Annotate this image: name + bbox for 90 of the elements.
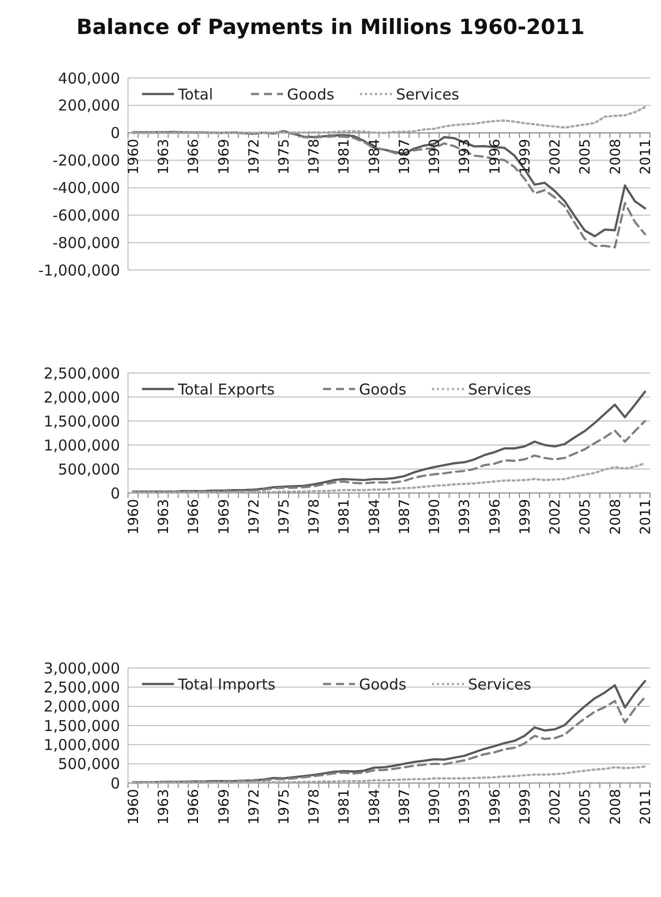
x-tick-label: 2005 [578, 138, 594, 174]
x-tick-label: 1960 [126, 789, 142, 825]
x-tick-label: 2002 [548, 499, 564, 535]
y-tick-label: 2,000,000 [44, 388, 120, 406]
x-tick-label: 1960 [126, 499, 142, 535]
x-tick-label: 1960 [126, 138, 142, 174]
y-tick-label: 500,000 [58, 460, 120, 478]
line-series [132, 106, 646, 134]
x-tick-label: 1990 [427, 138, 444, 174]
y-tick-label: 2,500,000 [44, 678, 120, 696]
chart-title: Balance of Payments in Millions 1960-2011 [76, 15, 585, 39]
x-tick-label: 2002 [548, 138, 564, 174]
legend-label: Services [468, 380, 532, 398]
x-tick-label: 1993 [457, 138, 474, 174]
y-tick-label: 3,000,000 [44, 659, 120, 678]
y-tick-label: 0 [110, 774, 120, 792]
x-tick-label: 1972 [246, 499, 262, 535]
x-tick-label: 1990 [427, 499, 444, 535]
x-tick-label: 1978 [306, 499, 323, 535]
y-tick-label: 1,000,000 [44, 436, 120, 454]
x-tick-label: 1993 [457, 789, 474, 825]
x-tick-label: 1984 [366, 138, 383, 174]
x-tick-label: 1999 [517, 138, 534, 174]
x-tick-label: 1987 [396, 499, 413, 535]
x-tick-label: 1969 [216, 499, 232, 535]
y-tick-label: -800,000 [52, 234, 120, 252]
x-tick-label: 1984 [366, 498, 383, 535]
x-tick-label: 2008 [608, 499, 624, 535]
x-tick-label: 1999 [517, 499, 534, 535]
legend-label: Services [396, 85, 460, 104]
y-tick-label: 2,500,000 [44, 364, 120, 382]
x-tick-label: 1990 [427, 789, 444, 825]
x-tick-label: 2011 [638, 499, 654, 535]
line-series [132, 680, 646, 784]
y-tick-label: 1,500,000 [44, 716, 120, 735]
legend-label: Goods [359, 380, 406, 398]
x-tick-label: 2002 [548, 789, 564, 825]
x-tick-label: 1975 [276, 789, 292, 825]
y-tick-label: -600,000 [52, 206, 120, 224]
x-tick-label: 1981 [336, 138, 353, 174]
x-tick-label: 1975 [276, 499, 292, 535]
x-tick-label: 1981 [336, 499, 353, 535]
legend-label: Goods [287, 85, 334, 104]
x-tick-label: 1966 [186, 498, 202, 535]
x-tick-label: 1999 [517, 789, 534, 825]
legend-label: Total [177, 85, 214, 104]
x-tick-label: 1993 [457, 499, 474, 535]
line-series [132, 765, 646, 784]
x-tick-label: 1996 [487, 138, 504, 174]
x-tick-label: 2005 [578, 789, 594, 825]
x-tick-label: 1972 [246, 138, 262, 174]
y-tick-label: -200,000 [52, 152, 120, 170]
legend-label: Total Imports [177, 675, 276, 694]
x-tick-label: 2005 [578, 499, 594, 535]
x-tick-label: 1963 [156, 138, 172, 174]
y-tick-label: 0 [110, 484, 120, 502]
legend-label: Goods [359, 675, 406, 694]
x-tick-label: 2008 [608, 138, 624, 174]
y-tick-label: 1,500,000 [44, 412, 120, 430]
x-tick-label: 1981 [336, 789, 353, 825]
x-tick-label: 1966 [186, 138, 202, 174]
x-tick-label: 1984 [366, 788, 383, 825]
x-tick-label: 1966 [186, 788, 202, 825]
x-tick-label: 2011 [638, 789, 654, 825]
line-series [132, 462, 646, 494]
y-tick-label: -400,000 [52, 178, 120, 197]
y-tick-label: 500,000 [58, 755, 120, 774]
y-tick-label: 2,000,000 [44, 698, 120, 716]
x-tick-label: 1996 [487, 788, 504, 825]
x-tick-label: 1987 [396, 789, 413, 825]
y-tick-label: 400,000 [58, 69, 120, 88]
legend-label: Services [468, 675, 532, 694]
x-tick-label: 1972 [246, 789, 262, 825]
line-series [132, 420, 646, 494]
x-tick-label: 1996 [487, 498, 504, 535]
x-tick-label: 1975 [276, 138, 292, 174]
y-tick-label: -1,000,000 [38, 261, 120, 280]
y-tick-label: 1,000,000 [44, 736, 120, 754]
x-tick-label: 1963 [156, 499, 172, 535]
legend-label: Total Exports [177, 380, 275, 398]
y-tick-label: 0 [110, 124, 120, 142]
x-tick-label: 1978 [306, 138, 323, 174]
x-tick-label: 1978 [306, 789, 323, 825]
x-tick-label: 2011 [638, 138, 654, 174]
x-tick-label: 1969 [216, 789, 232, 825]
x-tick-label: 1969 [216, 138, 232, 174]
x-tick-label: 1963 [156, 789, 172, 825]
y-tick-label: 200,000 [58, 96, 120, 115]
x-tick-label: 2008 [608, 789, 624, 825]
x-tick-label: 1987 [396, 138, 413, 174]
